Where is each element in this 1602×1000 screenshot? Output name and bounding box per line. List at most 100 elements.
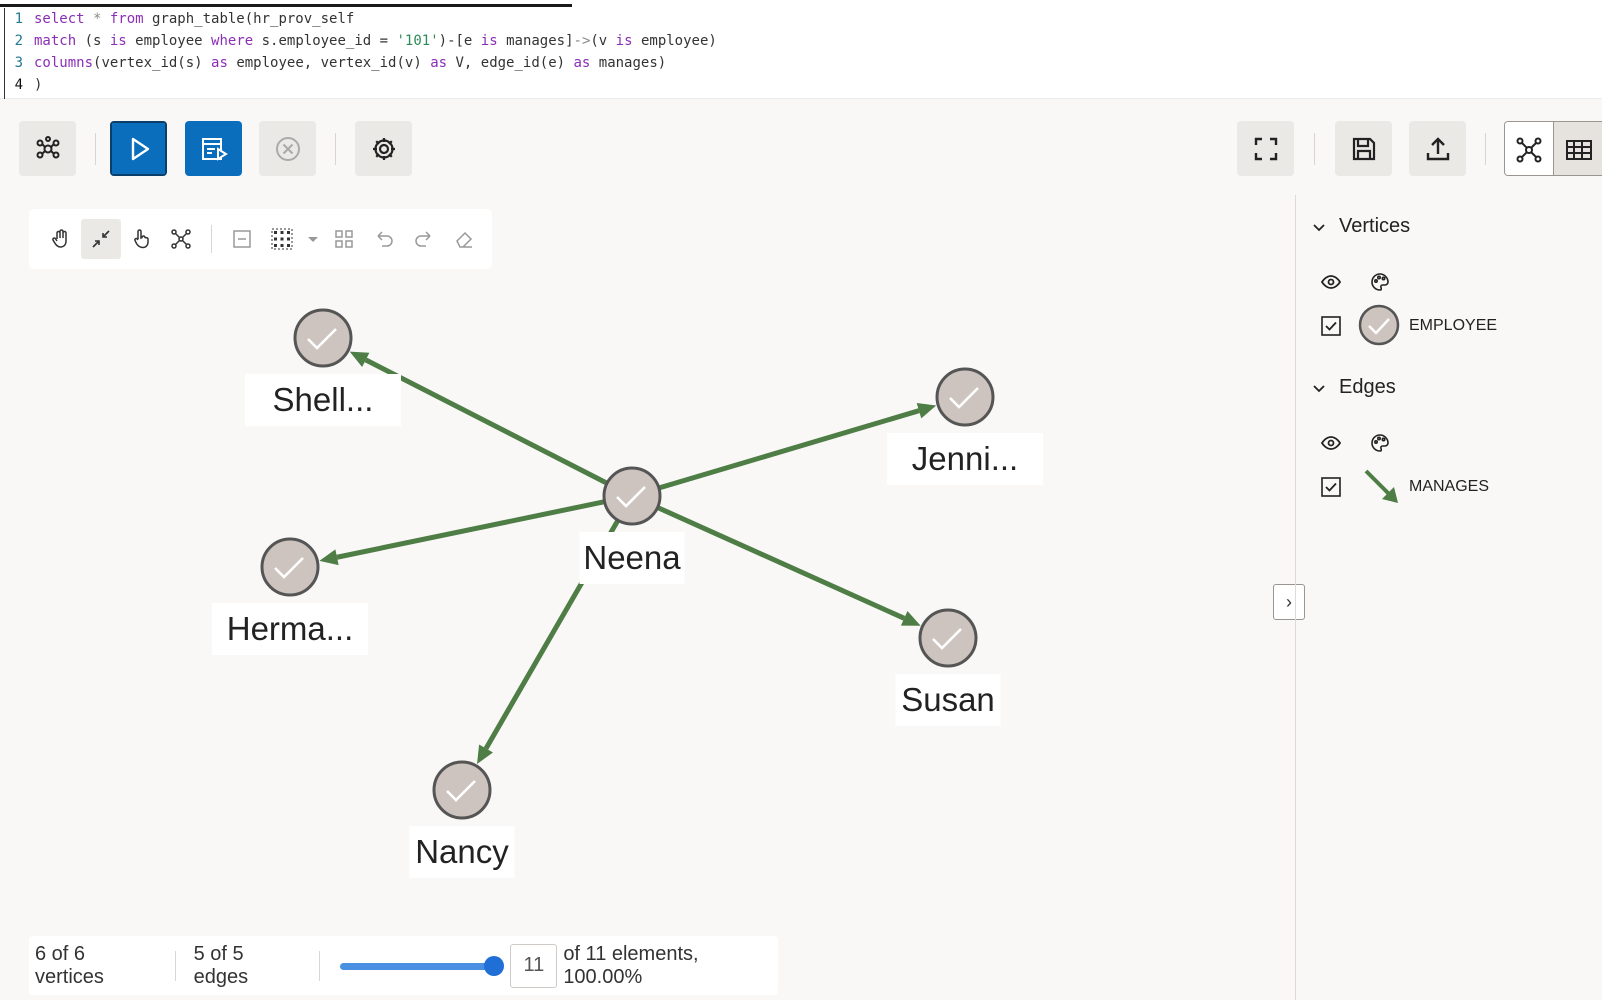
employee-label: EMPLOYEE	[1409, 317, 1498, 334]
group-tool[interactable]	[262, 219, 302, 259]
eraser-icon	[456, 231, 473, 248]
pan-tool[interactable]	[41, 219, 81, 259]
vertex-label: Neena	[583, 539, 681, 576]
status-divider	[174, 950, 176, 981]
eye-icon[interactable]	[1320, 271, 1342, 293]
check-icon	[274, 557, 304, 579]
graph-view-icon	[1516, 137, 1542, 162]
element-count-input[interactable]: 11	[510, 943, 558, 988]
check-icon	[616, 486, 646, 508]
fullscreen-button[interactable]	[1237, 121, 1294, 176]
view-toggle	[1504, 121, 1602, 176]
vertex-hermann[interactable]: Herma...	[212, 537, 368, 655]
toolbar-divider	[1314, 133, 1315, 165]
edge-arrowhead	[900, 611, 921, 626]
group-dropdown[interactable]	[302, 219, 324, 259]
collapse-arrows-icon	[92, 230, 110, 248]
fit-tool[interactable]	[81, 219, 121, 259]
palette-icon[interactable]	[1369, 432, 1391, 454]
vertex-label-background	[212, 603, 368, 655]
manages-edge-swatch	[1364, 469, 1398, 503]
redo-tool[interactable]	[404, 219, 444, 259]
code-line-3[interactable]: 3 columns(vertex_id(s) as employee, verte…	[14, 55, 667, 71]
hand-icon	[52, 229, 67, 248]
vertex-circle[interactable]	[432, 760, 492, 820]
vertex-circle[interactable]	[260, 537, 320, 597]
caret-down-icon	[308, 237, 318, 242]
collapse-panel-button[interactable]: ›	[1273, 584, 1305, 620]
query-editor[interactable]: 1 select * from graph_table(hr_prov_self …	[0, 0, 1602, 99]
employee-vertex-swatch	[1358, 304, 1400, 346]
slider-track	[340, 962, 493, 970]
vertex-circle[interactable]	[602, 466, 662, 526]
vertex-circle[interactable]	[918, 608, 978, 668]
graph-view-button[interactable]	[1505, 122, 1554, 175]
vertex-circle[interactable]	[935, 367, 995, 427]
chevron-down-icon	[1313, 384, 1325, 392]
graph-visualization[interactable]: Neena Shell... Jenni... Herma... Susan Nancy	[0, 195, 1295, 1000]
edge-neena-hermann[interactable]	[336, 499, 606, 560]
vertex-shelley[interactable]: Shell...	[245, 308, 401, 426]
vertex-jennifer[interactable]: Jenni...	[887, 367, 1043, 485]
progress-bar	[0, 4, 572, 7]
edges-section-header[interactable]: Edges	[1311, 376, 1396, 399]
edges-title: Edges	[1339, 376, 1396, 398]
vertex-count: 6 of 6 vertices	[35, 942, 104, 988]
main-area: Neena Shell... Jenni... Herma... Susan Nancy …	[0, 99, 1602, 1000]
status-bar: 6 of 6 vertices 5 of 5 edges 11 of 11 el…	[29, 936, 778, 995]
vertex-label-background	[409, 826, 515, 878]
cancel-button[interactable]	[259, 121, 316, 176]
manages-label: MANAGES	[1409, 478, 1490, 495]
toolbar-divider	[95, 133, 96, 165]
graph-schema-button[interactable]	[19, 121, 76, 176]
gear-icon	[372, 137, 395, 160]
edge-neena-jennifer[interactable]	[658, 408, 920, 491]
settings-button[interactable]	[355, 121, 412, 176]
code-line-4[interactable]: 4)	[14, 77, 43, 93]
pointer-hand-icon	[134, 229, 149, 249]
vertex-neena[interactable]: Neena	[579, 466, 685, 584]
export-button[interactable]	[1409, 121, 1466, 176]
code-line-1[interactable]: 1 select * from graph_table(hr_prov_self	[14, 11, 355, 27]
palette-icon[interactable]	[1369, 271, 1391, 293]
drop-tool[interactable]	[222, 219, 262, 259]
vertex-circle[interactable]	[293, 308, 353, 368]
editor-cursor-line	[4, 8, 5, 99]
toolbar-divider	[335, 133, 336, 165]
cancel-icon	[275, 136, 300, 161]
vertex-label: Shell...	[273, 381, 374, 418]
undo-tool[interactable]	[364, 219, 404, 259]
vertex-label-background	[887, 433, 1043, 485]
ungroup-icon	[335, 230, 353, 248]
upload-icon	[1426, 136, 1449, 160]
table-view-icon	[1566, 139, 1593, 160]
edge-neena-susan[interactable]	[656, 505, 906, 621]
check-icon	[307, 328, 337, 350]
reset-tool[interactable]	[444, 219, 484, 259]
element-slider[interactable]	[340, 955, 505, 976]
edge-count: 5 of 5 edges	[193, 942, 249, 988]
code-line-2[interactable]: 2 match (s is employee where s.employee_i…	[14, 33, 717, 49]
vertex-visibility-checkbox[interactable]	[1321, 316, 1341, 336]
run-button[interactable]	[110, 121, 167, 176]
edge-visibility-checkbox[interactable]	[1321, 477, 1341, 497]
vertex-susan[interactable]: Susan	[895, 608, 1001, 726]
check-icon	[932, 628, 962, 650]
vertices-section-header[interactable]: Vertices	[1311, 215, 1410, 238]
check-icon	[446, 780, 476, 802]
ungroup-tool[interactable]	[324, 219, 364, 259]
graph-canvas[interactable]: Neena Shell... Jenni... Herma... Susan Nancy …	[0, 195, 1295, 1000]
network-icon	[171, 229, 191, 249]
slider-thumb[interactable]	[484, 955, 505, 976]
run-script-button[interactable]	[185, 121, 242, 176]
save-button[interactable]	[1335, 121, 1392, 176]
expand-tool[interactable]	[161, 219, 201, 259]
vertex-nancy[interactable]: Nancy	[409, 760, 515, 878]
chevron-right-icon: ›	[1286, 591, 1292, 612]
vertex-label: Jenni...	[912, 440, 1018, 477]
legend-panel: Vertices EMPLOYEE Edges MANAGES	[1295, 195, 1602, 1000]
select-tool[interactable]	[121, 219, 161, 259]
edge-neena-shelley[interactable]	[364, 357, 609, 486]
eye-icon[interactable]	[1320, 432, 1342, 454]
table-view-button[interactable]	[1553, 122, 1602, 175]
